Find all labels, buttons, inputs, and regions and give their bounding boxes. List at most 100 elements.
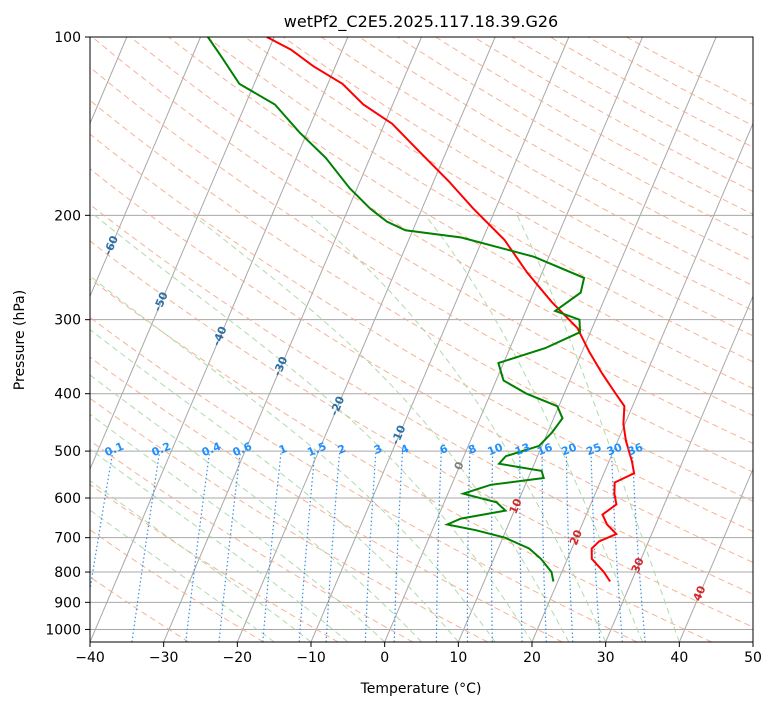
- mixing-ratio-label: 2: [336, 442, 348, 457]
- y-tick-label: 200: [54, 208, 81, 224]
- isotherm-label: -50: [151, 290, 171, 314]
- mixing-ratio-label: 0.6: [231, 440, 254, 459]
- y-tick-label: 1000: [45, 622, 81, 638]
- moist-adiabat-line: [424, 214, 643, 642]
- isotherm-label: -80: [0, 129, 18, 153]
- temperature-curve: [266, 37, 636, 583]
- dry-adiabat-line: [130, 37, 753, 417]
- line-labels: -100-90-80-70-60-50-40-30-20-10010203040…: [0, 129, 709, 603]
- mixing-ratio-line: [435, 451, 442, 642]
- profile-curves: [207, 37, 636, 583]
- y-tick-label: 900: [54, 595, 81, 611]
- mixing-ratio-line: [218, 451, 242, 642]
- x-tick-label: −40: [75, 650, 105, 666]
- mixing-ratio-label: 3: [372, 442, 384, 457]
- y-tick-label: 500: [54, 444, 81, 460]
- mixing-ratio-line: [262, 451, 282, 642]
- isotherm-label: 20: [567, 528, 585, 547]
- mixing-ratio-line: [565, 451, 574, 642]
- moist-adiabat-line: [90, 480, 312, 642]
- y-tick-label: 700: [54, 531, 81, 547]
- isotherm-label: -70: [52, 176, 72, 200]
- dry-adiabat-line: [206, 37, 753, 363]
- y-tick-label: 800: [54, 565, 81, 581]
- dry-adiabat-line: [90, 168, 753, 563]
- isotherm-label: -40: [210, 324, 230, 348]
- x-tick-label: −10: [296, 650, 326, 666]
- x-axis: −40 −30 −20 −10 0 10 20 30 40 50: [75, 642, 762, 666]
- mixing-ratio-line: [491, 451, 494, 642]
- mixing-ratio-line: [393, 451, 404, 642]
- mixing-ratio-line: [185, 451, 211, 642]
- moist-adiabat-line: [90, 448, 349, 642]
- dry-adiabat-line: [90, 356, 563, 642]
- mixing-ratio-label: 0.4: [200, 440, 223, 459]
- dry-adiabat-line: [90, 133, 753, 533]
- x-tick-label: 10: [449, 650, 467, 666]
- isotherm-line: [605, 295, 753, 642]
- dry-adiabat-line: [90, 316, 638, 642]
- mixing-ratio-label: 6: [438, 442, 450, 457]
- mixing-ratio-line: [90, 450, 114, 594]
- dry-adiabat-line: [90, 397, 488, 642]
- x-tick-label: 30: [597, 650, 615, 666]
- isotherm-line: [384, 37, 643, 642]
- mixing-ratio-label: 1.5: [305, 440, 328, 459]
- mixing-ratio-label: 25: [584, 441, 603, 459]
- x-tick-label: −20: [223, 650, 253, 666]
- dry-adiabat-line: [90, 483, 339, 642]
- isotherm-label: 40: [691, 584, 709, 603]
- isotherm-line: [236, 37, 496, 642]
- mixing-ratio-line: [610, 451, 623, 642]
- dewpoint-curve: [207, 37, 586, 582]
- x-tick-label: 20: [523, 650, 541, 666]
- y-tick-label: 600: [54, 491, 81, 507]
- x-tick-label: −30: [149, 650, 179, 666]
- moist-adiabat-line: [90, 328, 459, 642]
- dry-adiabat-line: [588, 37, 753, 127]
- dry-adiabat-line: [90, 576, 190, 642]
- background-lines: [90, 37, 753, 642]
- moist-adiabat-line: [94, 214, 533, 642]
- dry-adiabat-line: [282, 37, 753, 312]
- mixing-ratio-label: 10: [486, 440, 505, 458]
- isotherm-line: [90, 37, 275, 471]
- dry-adiabat-line: [90, 99, 753, 502]
- y-tick-label: 100: [54, 30, 81, 46]
- isotherm-label: 10: [507, 496, 525, 515]
- x-tick-label: 50: [744, 650, 762, 666]
- mixing-ratio-label: 36: [626, 440, 645, 458]
- x-tick-label: 0: [380, 650, 389, 666]
- mixing-ratio-line: [131, 451, 161, 642]
- isotherm-label: 30: [629, 555, 647, 574]
- dry-adiabat-line: [359, 37, 753, 262]
- x-tick-label: 40: [670, 650, 688, 666]
- mixing-ratio-line: [541, 451, 547, 642]
- mixing-ratio-label: 0.1: [103, 440, 126, 459]
- moist-adiabat-line: [90, 413, 386, 642]
- mixing-ratio-line: [519, 451, 523, 642]
- y-tick-label: 300: [54, 313, 81, 329]
- isotherm-label: -20: [328, 394, 348, 418]
- moist-adiabat-line: [90, 275, 496, 642]
- dry-adiabat-line: [91, 37, 753, 445]
- mixing-ratio-label: 4: [399, 442, 411, 457]
- moist-adiabat-line: [309, 214, 607, 642]
- moist-adiabat-line: [192, 214, 570, 642]
- dry-adiabat-line: [90, 240, 753, 628]
- mixing-ratio-line: [466, 451, 471, 642]
- mixing-ratio-line: [631, 451, 646, 642]
- mixing-ratio-label: 30: [605, 440, 624, 458]
- isotherm-line: [163, 37, 422, 642]
- isotherm-line: [90, 37, 201, 298]
- isotherm-label: 0: [452, 459, 467, 471]
- mixing-ratio-label: 13: [513, 441, 532, 459]
- dry-adiabat-line: [168, 37, 753, 389]
- dry-adiabat-line: [435, 37, 753, 215]
- isotherm-label: -60: [101, 233, 121, 257]
- isotherm-line: [678, 467, 753, 642]
- mixing-ratio-line: [325, 451, 341, 642]
- dry-adiabat-line: [90, 440, 414, 642]
- mixing-ratio-line: [590, 451, 601, 642]
